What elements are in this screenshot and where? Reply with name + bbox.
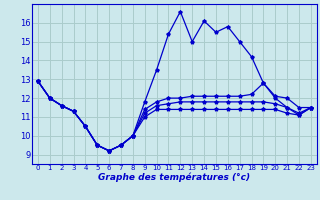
X-axis label: Graphe des températures (°c): Graphe des températures (°c) (98, 173, 251, 182)
